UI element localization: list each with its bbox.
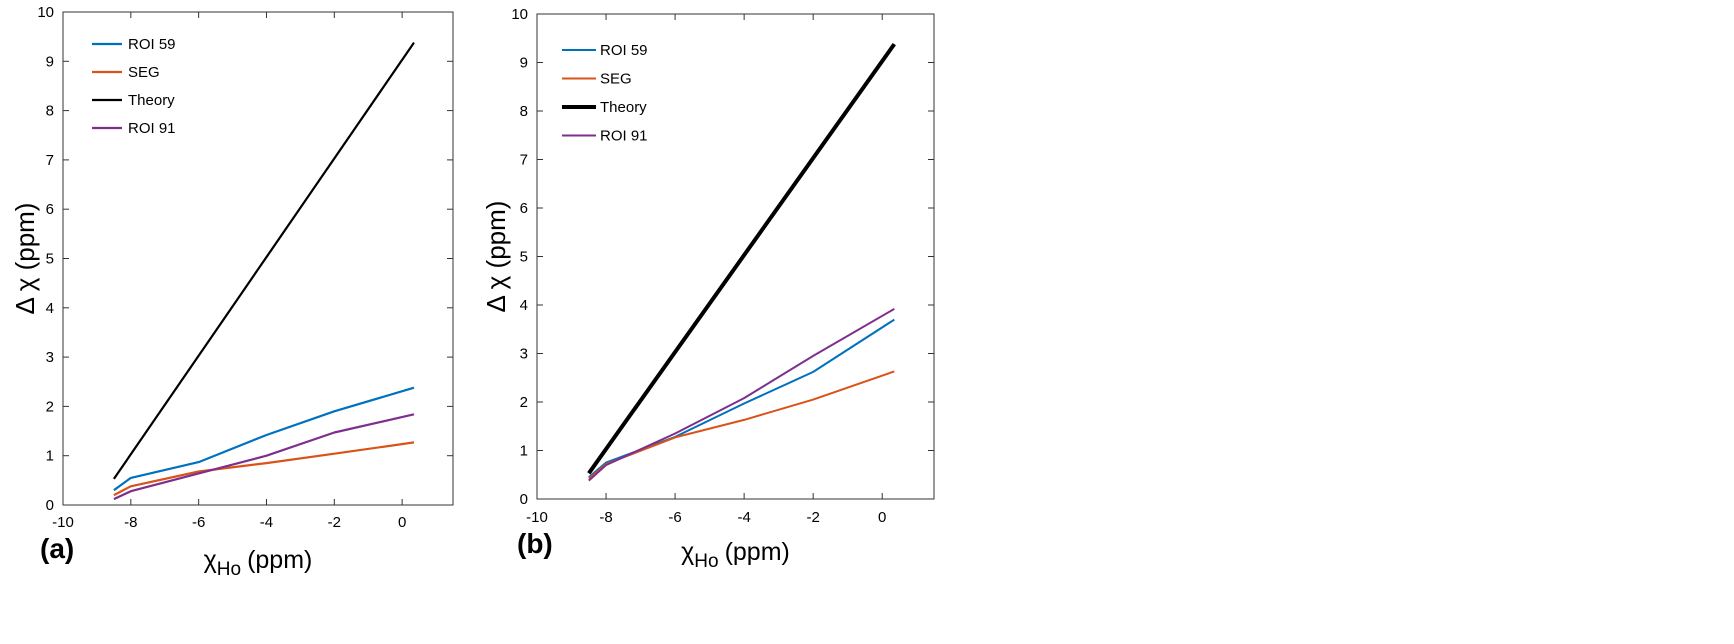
legend-label: ROI 91 — [128, 120, 176, 137]
x-tick-label: 0 — [398, 514, 406, 531]
y-tick-label: 2 — [520, 394, 528, 411]
series-line-theory — [587, 42, 896, 475]
legend: ROI 59 SEG Theory ROI 91 — [562, 42, 648, 145]
y-tick-label: 8 — [520, 103, 528, 120]
y-tick-label: 0 — [520, 491, 528, 508]
y-tick-label: 7 — [46, 152, 54, 169]
y-tick-label: 3 — [46, 349, 54, 366]
y-tick-label: 4 — [520, 297, 528, 314]
series-line-roi-91 — [113, 413, 415, 501]
y-tick-label: 10 — [511, 6, 528, 23]
y-tick-label: 3 — [520, 346, 528, 363]
x-axis-symbol: χ — [681, 538, 694, 566]
x-tick-label: -2 — [328, 514, 341, 531]
x-axis-subscript: Ho — [694, 551, 718, 572]
plot-frame — [62, 11, 454, 506]
series-line-theory — [112, 41, 415, 480]
legend-label: Theory — [128, 92, 175, 109]
x-tick-label: -2 — [807, 509, 820, 526]
series-line-seg — [113, 441, 415, 497]
legend: ROI 59 SEG Theory ROI 91 — [92, 36, 176, 137]
y-tick-label: 0 — [46, 497, 54, 514]
x-axis-label: χHo (ppm) — [681, 538, 790, 572]
series-line-seg — [588, 370, 895, 480]
x-tick-label: -10 — [526, 509, 548, 526]
series-line-roi-59 — [113, 386, 415, 492]
panel-label: (a) — [40, 533, 74, 564]
x-tick-label: -6 — [668, 509, 681, 526]
legend-label: ROI 91 — [600, 128, 648, 145]
x-tick-label: -8 — [599, 509, 612, 526]
y-tick-label: 9 — [46, 53, 54, 70]
y-tick-label: 10 — [37, 4, 54, 21]
x-axis-subscript: Ho — [217, 559, 241, 580]
x-axis-label: χHo (ppm) — [204, 546, 313, 580]
legend-label: SEG — [600, 71, 632, 88]
legend-label: ROI 59 — [600, 42, 648, 59]
y-tick-label: 6 — [46, 201, 54, 218]
y-axis-label: Δ χ (ppm) — [481, 201, 511, 313]
y-tick-label: 9 — [520, 55, 528, 72]
series-line-roi-91 — [588, 308, 895, 482]
legend-label: SEG — [128, 64, 160, 81]
x-tick-label: -10 — [52, 514, 74, 531]
x-axis-unit: (ppm) — [247, 546, 312, 574]
x-tick-label: 0 — [878, 509, 886, 526]
x-axis-unit: (ppm) — [725, 538, 790, 566]
y-tick-label: 1 — [520, 443, 528, 460]
y-axis-label: Δ χ (ppm) — [10, 203, 40, 315]
y-tick-label: 5 — [520, 249, 528, 266]
legend-label: Theory — [600, 99, 647, 116]
x-axis-symbol: χ — [204, 546, 217, 574]
x-tick-label: -8 — [124, 514, 137, 531]
y-tick-label: 6 — [520, 200, 528, 217]
panel-label: (b) — [517, 528, 553, 559]
x-tick-label: -4 — [737, 509, 750, 526]
y-tick-label: 5 — [46, 251, 54, 268]
y-tick-label: 4 — [46, 300, 54, 317]
y-tick-label: 7 — [520, 152, 528, 169]
plot-frame — [536, 13, 935, 500]
y-tick-label: 8 — [46, 103, 54, 120]
y-tick-label: 2 — [46, 398, 54, 415]
x-tick-label: -4 — [260, 514, 273, 531]
series-line-roi-59 — [588, 318, 895, 478]
legend-label: ROI 59 — [128, 36, 176, 53]
y-tick-label: 1 — [46, 448, 54, 465]
x-tick-label: -6 — [192, 514, 205, 531]
